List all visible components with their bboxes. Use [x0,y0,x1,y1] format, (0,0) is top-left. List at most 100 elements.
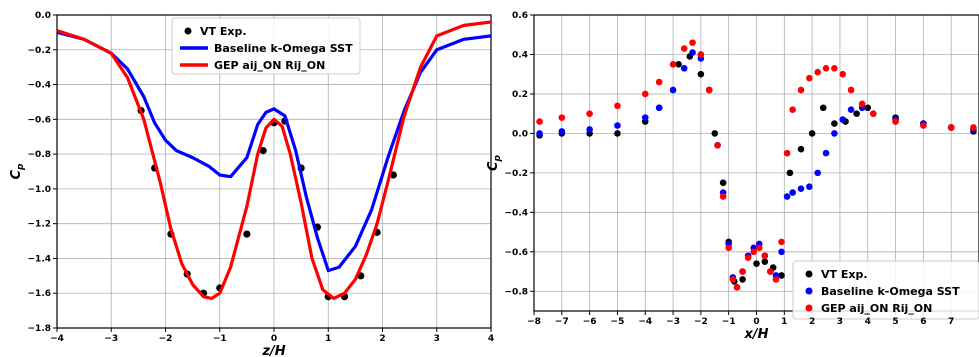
data-point [789,189,796,196]
data-point [755,244,763,252]
legend-box [792,260,979,320]
x-axis-label: x/H [743,327,768,342]
data-point [947,124,955,131]
legend-marker-1 [184,27,192,35]
legend [792,260,979,320]
panel-1: Cp [9,14,492,332]
y-tick-label: −1.4 [28,254,51,264]
x-tick-label: 5 [892,317,898,327]
y-tick-label: −0.8 [505,287,528,297]
y-tick-label: −1.6 [28,289,51,299]
data-point [847,106,855,114]
legend-label: GEP aij_ON Rij_ON [821,302,932,315]
y-tick-label: 0.0 [512,129,528,139]
data-point [689,39,696,46]
data-point [655,78,663,86]
y-tick-label: −0.4 [505,208,528,218]
data-point [641,114,649,121]
legend-box [171,17,361,75]
data-point [753,260,760,267]
data-point [970,124,977,131]
y-axis-label-subscript: p [16,163,26,171]
data-point [739,268,746,275]
x-tick-label: 1 [781,317,787,327]
x-axis-label: z/H [261,344,285,357]
data-point [669,86,677,94]
data-point [259,147,267,155]
plot-frame [56,14,492,329]
x-tick-label: 0 [753,317,759,327]
data-point [778,248,785,256]
x-tick-label: −2 [159,334,173,344]
x-tick-label: 3 [837,317,843,327]
legend-label: Baseline k-Omega SST [214,42,353,55]
y-tick-label: −1.2 [28,220,51,230]
data-point [675,61,682,68]
data-point [719,193,727,200]
y-tick-label: −1.0 [28,185,51,195]
data-point [243,230,251,238]
data-point [853,110,860,117]
data-point [714,141,721,149]
x-tick-label: 7 [948,317,954,327]
data-point [806,183,813,190]
data-point [705,86,713,94]
data-point [614,102,621,110]
legend-label: VT Exp. [200,25,247,38]
data-point [767,268,774,275]
data-point [614,122,621,129]
data-point [689,49,696,56]
y-tick-label: −0.2 [28,46,51,56]
data-point [870,110,877,117]
data-point [858,100,866,108]
data-point [839,116,847,123]
data-point [750,248,758,256]
x-tick-label: −4 [50,334,64,344]
data-point [778,272,785,279]
x-tick-label: −5 [611,317,625,327]
data-point [797,86,805,94]
series-line-3 [57,20,491,300]
data-point [814,169,821,177]
plot-area [57,20,491,301]
data-point [669,61,677,68]
y-axis-label: Cp [486,154,503,171]
data-point [797,145,805,153]
x-tick-label: −8 [527,317,541,327]
data-point [614,130,621,137]
data-point [839,70,847,78]
legend-label: VT Exp. [821,268,868,281]
data-point [655,104,663,112]
data-point [586,126,593,133]
data-point [739,276,746,283]
legend-label: Baseline k-Omega SST [821,285,960,298]
x-tick-label: −1 [722,317,736,327]
y-tick-label: −1.8 [28,324,51,334]
series-line-2 [57,30,491,273]
data-point [761,252,769,260]
legend-marker-3 [805,304,813,312]
data-point [847,86,855,94]
data-point [806,74,813,82]
y-tick-label: −0.4 [28,81,51,91]
data-point [789,106,796,114]
x-tick-label: −4 [638,317,652,327]
y-tick-label: 0.4 [512,50,528,60]
legend-marker-2 [805,287,813,295]
data-point [729,276,737,283]
legend-label: GEP aij_ON Rij_ON [214,59,325,72]
y-tick-label: 0.0 [35,11,51,21]
data-point [814,68,821,76]
data-point [920,122,927,129]
plot-area [536,39,977,291]
data-point [772,276,780,283]
x-tick-label: 1 [325,334,331,344]
data-point [744,254,752,262]
data-point [892,118,899,125]
x-tick-label: 4 [865,317,871,327]
legend-marker-1 [805,270,813,278]
x-tick-label: 4 [488,334,494,344]
y-tick-label: −0.2 [505,169,528,179]
data-point [831,120,838,127]
data-point [831,130,838,137]
